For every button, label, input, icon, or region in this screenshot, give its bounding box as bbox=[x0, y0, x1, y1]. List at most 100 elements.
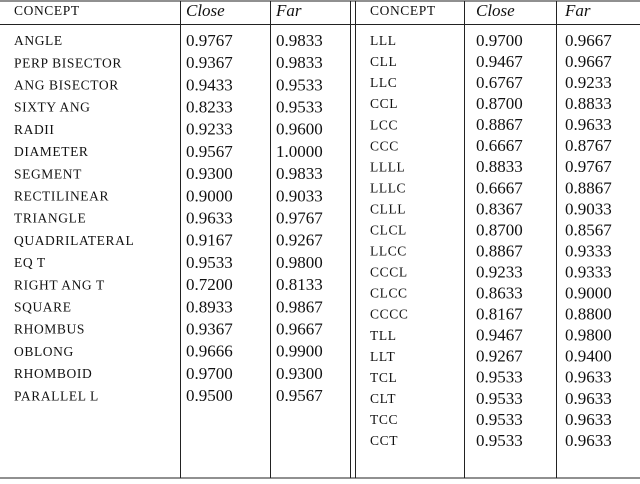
score-cell: 0.9633 bbox=[565, 368, 612, 387]
concept-cell: LLCC bbox=[370, 244, 407, 259]
concept-cell: PERP BISECTOR bbox=[14, 55, 122, 70]
concept-cell: TCL bbox=[370, 370, 397, 385]
score-cell: 0.8933 bbox=[186, 297, 233, 316]
concept-cell: CCC bbox=[370, 138, 399, 153]
score-cell: 0.9833 bbox=[276, 53, 323, 72]
concept-cell: CLCL bbox=[370, 223, 407, 238]
score-cell: 0.9666 bbox=[186, 342, 233, 361]
score-cell: 0.9000 bbox=[565, 284, 612, 303]
concept-cell: CLT bbox=[370, 391, 396, 406]
concept-cell: CCCC bbox=[370, 307, 408, 322]
concept-cell: SIXTY ANG bbox=[14, 100, 91, 115]
score-cell: 0.6667 bbox=[476, 178, 523, 197]
score-cell: 0.9667 bbox=[565, 52, 612, 71]
score-cell: 0.8567 bbox=[565, 220, 612, 239]
score-cell: 0.9533 bbox=[476, 431, 523, 450]
score-cell: 0.9567 bbox=[276, 386, 323, 405]
score-cell: 0.9567 bbox=[186, 142, 233, 161]
score-cell: 0.9267 bbox=[276, 231, 323, 250]
concept-cell: PARALLEL L bbox=[14, 388, 99, 403]
score-cell: 0.9033 bbox=[276, 186, 323, 205]
score-cell: 0.8700 bbox=[476, 220, 523, 239]
concept-cell: LLL bbox=[370, 33, 397, 48]
column-header: Far bbox=[564, 1, 591, 20]
score-cell: 0.9700 bbox=[186, 364, 233, 383]
score-cell: 0.9367 bbox=[186, 53, 233, 72]
score-cell: 0.9800 bbox=[565, 326, 612, 345]
score-cell: 0.8867 bbox=[565, 178, 612, 197]
score-cell: 0.9867 bbox=[276, 297, 323, 316]
concept-cell: RHOMBUS bbox=[14, 322, 85, 337]
concept-cell: ANGLE bbox=[14, 33, 63, 48]
score-cell: 0.9767 bbox=[276, 209, 323, 228]
score-cell: 0.9633 bbox=[565, 410, 612, 429]
score-cell: 0.9033 bbox=[565, 199, 612, 218]
score-cell: 0.8767 bbox=[565, 136, 612, 155]
score-cell: 0.9633 bbox=[186, 209, 233, 228]
score-cell: 0.9533 bbox=[476, 389, 523, 408]
concept-cell: CLL bbox=[370, 54, 397, 69]
column-header: CONCEPT bbox=[14, 3, 80, 18]
concept-cell: TRIANGLE bbox=[14, 211, 86, 226]
score-cell: 0.9700 bbox=[476, 31, 523, 50]
column-header: Close bbox=[476, 1, 515, 20]
score-cell: 0.9533 bbox=[276, 98, 323, 117]
concept-cell: LLLL bbox=[370, 159, 405, 174]
score-cell: 0.8133 bbox=[276, 275, 323, 294]
concept-cell: RIGHT ANG T bbox=[14, 277, 105, 292]
concept-cell: RADII bbox=[14, 122, 55, 137]
concept-cell: QUADRILATERAL bbox=[14, 233, 134, 248]
score-cell: 0.8867 bbox=[476, 241, 523, 260]
score-cell: 0.9000 bbox=[186, 186, 233, 205]
score-cell: 0.9333 bbox=[565, 262, 612, 281]
score-cell: 0.8367 bbox=[476, 199, 523, 218]
concept-cell: LLLC bbox=[370, 180, 406, 195]
score-cell: 0.9633 bbox=[565, 431, 612, 450]
score-cell: 0.8633 bbox=[476, 284, 523, 303]
concept-cell: TLL bbox=[370, 328, 397, 343]
score-cell: 0.6767 bbox=[476, 73, 523, 92]
score-cell: 0.9500 bbox=[186, 386, 233, 405]
score-cell: 0.9367 bbox=[186, 320, 233, 339]
score-cell: 0.9633 bbox=[565, 115, 612, 134]
score-cell: 0.9667 bbox=[565, 31, 612, 50]
concept-cell: OBLONG bbox=[14, 344, 74, 359]
score-cell: 0.9267 bbox=[476, 347, 523, 366]
score-cell: 0.9533 bbox=[276, 75, 323, 94]
score-cell: 0.9667 bbox=[276, 320, 323, 339]
concept-cell: CCT bbox=[370, 433, 398, 448]
concept-cell: TCC bbox=[370, 412, 398, 427]
score-cell: 0.8833 bbox=[476, 157, 523, 176]
concept-cell: CLLL bbox=[370, 201, 406, 216]
score-cell: 0.9300 bbox=[276, 364, 323, 383]
score-cell: 0.9767 bbox=[565, 157, 612, 176]
score-cell: 0.8233 bbox=[186, 98, 233, 117]
concept-cell: SEGMENT bbox=[14, 166, 82, 181]
score-cell: 0.9633 bbox=[565, 389, 612, 408]
score-cell: 0.9800 bbox=[276, 253, 323, 272]
score-cell: 0.8867 bbox=[476, 115, 523, 134]
concept-cell: LCC bbox=[370, 117, 398, 132]
score-cell: 0.9533 bbox=[186, 253, 233, 272]
concept-cell: RHOMBOID bbox=[14, 366, 92, 381]
concept-cell: LLT bbox=[370, 349, 395, 364]
concept-cell: ANG BISECTOR bbox=[14, 77, 119, 92]
concept-cell: DIAMETER bbox=[14, 144, 89, 159]
score-cell: 0.8833 bbox=[565, 94, 612, 113]
score-cell: 0.9167 bbox=[186, 231, 233, 250]
score-cell: 1.0000 bbox=[276, 142, 323, 161]
score-cell: 0.9833 bbox=[276, 164, 323, 183]
concept-cell: EQ T bbox=[14, 255, 46, 270]
column-header: Close bbox=[186, 1, 225, 20]
concept-cell: RECTILINEAR bbox=[14, 188, 109, 203]
concept-cell: CCCL bbox=[370, 265, 408, 280]
score-cell: 0.8167 bbox=[476, 305, 523, 324]
score-cell: 0.9467 bbox=[476, 326, 523, 345]
concept-cell: SQUARE bbox=[14, 299, 72, 314]
score-cell: 0.9233 bbox=[186, 120, 233, 139]
score-cell: 0.9233 bbox=[476, 262, 523, 281]
score-cell: 0.9767 bbox=[186, 31, 233, 50]
score-cell: 0.9433 bbox=[186, 75, 233, 94]
concept-cell: LLC bbox=[370, 75, 397, 90]
